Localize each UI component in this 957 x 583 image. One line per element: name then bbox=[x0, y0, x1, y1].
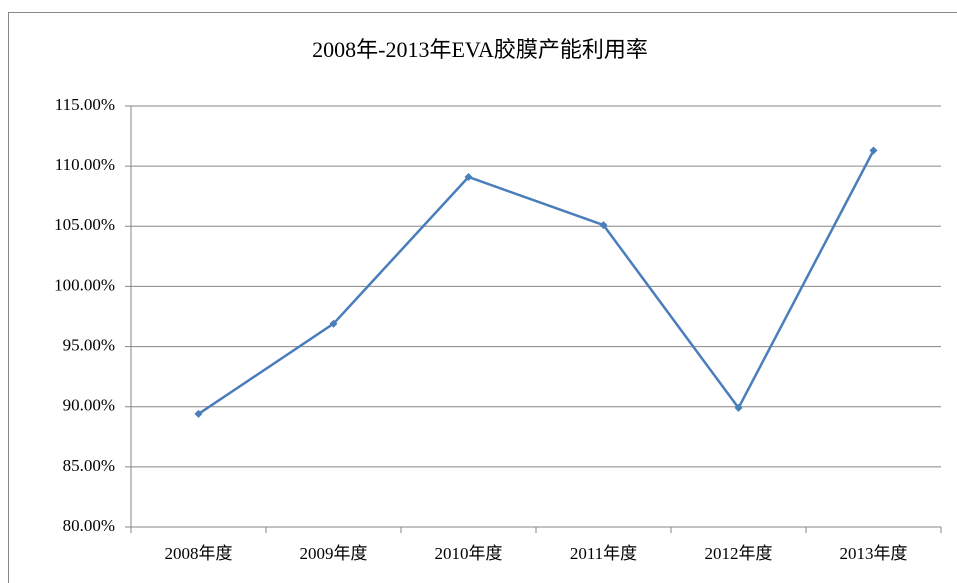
data-point bbox=[329, 319, 338, 328]
x-tick-label: 2012年度 bbox=[705, 544, 773, 563]
y-tick-label: 90.00% bbox=[63, 396, 115, 415]
y-tick-label: 80.00% bbox=[63, 516, 115, 535]
data-point bbox=[194, 409, 203, 418]
y-tick-label: 110.00% bbox=[55, 155, 115, 174]
data-point bbox=[599, 221, 608, 230]
x-tick-label: 2010年度 bbox=[435, 544, 503, 563]
data-line bbox=[197, 149, 875, 415]
data-point bbox=[869, 146, 878, 155]
x-tick-label: 2008年度 bbox=[165, 544, 233, 563]
y-tick-label: 115.00% bbox=[55, 95, 115, 114]
data-point bbox=[464, 172, 473, 181]
y-tick-label: 85.00% bbox=[63, 456, 115, 475]
x-tick-label: 2009年度 bbox=[300, 544, 368, 563]
data-point bbox=[734, 403, 743, 412]
y-tick-label: 105.00% bbox=[54, 215, 115, 234]
chart-border bbox=[8, 12, 957, 583]
chart-title: 2008年-2013年EVA胶膜产能利用率 bbox=[312, 37, 648, 62]
x-tick-label: 2013年度 bbox=[840, 544, 908, 563]
x-tick-label: 2011年度 bbox=[570, 544, 637, 563]
y-tick-label: 100.00% bbox=[54, 275, 115, 294]
y-tick-label: 95.00% bbox=[63, 335, 115, 354]
